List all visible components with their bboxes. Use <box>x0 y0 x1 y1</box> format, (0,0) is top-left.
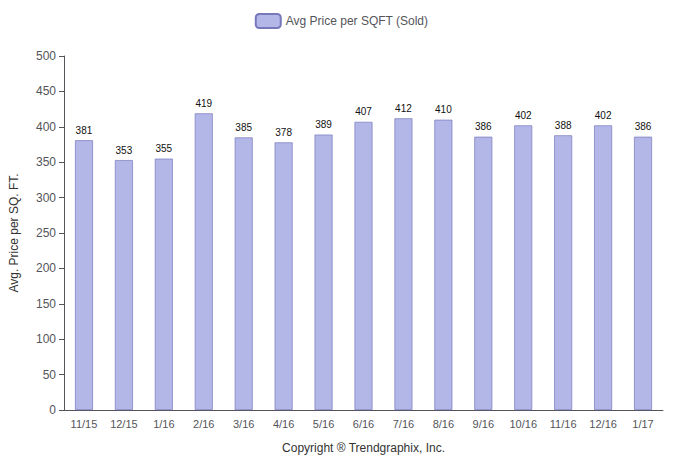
svg-text:402: 402 <box>515 110 532 121</box>
svg-text:12/15: 12/15 <box>110 418 138 430</box>
svg-text:400: 400 <box>36 120 56 134</box>
svg-text:10/16: 10/16 <box>509 418 537 430</box>
svg-text:500: 500 <box>36 49 56 63</box>
svg-text:100: 100 <box>36 332 56 346</box>
svg-text:2/16: 2/16 <box>193 418 214 430</box>
svg-text:8/16: 8/16 <box>433 418 454 430</box>
svg-text:389: 389 <box>315 119 332 130</box>
svg-text:388: 388 <box>555 120 572 131</box>
svg-text:419: 419 <box>195 98 212 109</box>
svg-text:4/16: 4/16 <box>273 418 294 430</box>
svg-text:1/17: 1/17 <box>632 418 653 430</box>
svg-text:378: 378 <box>275 127 292 138</box>
svg-text:386: 386 <box>475 121 492 132</box>
svg-text:412: 412 <box>395 103 412 114</box>
svg-text:3/16: 3/16 <box>233 418 254 430</box>
svg-text:6/16: 6/16 <box>353 418 374 430</box>
svg-text:407: 407 <box>355 106 372 117</box>
svg-text:450: 450 <box>36 84 56 98</box>
svg-text:Avg Price per SQFT (Sold): Avg Price per SQFT (Sold) <box>286 14 428 28</box>
svg-text:Copyright ® Trendgraphix, Inc.: Copyright ® Trendgraphix, Inc. <box>282 441 445 455</box>
svg-text:150: 150 <box>36 297 56 311</box>
svg-text:355: 355 <box>155 143 172 154</box>
svg-text:Avg. Price per SQ. FT.: Avg. Price per SQ. FT. <box>7 173 21 292</box>
svg-text:381: 381 <box>76 125 93 136</box>
svg-text:200: 200 <box>36 261 56 275</box>
svg-text:1/16: 1/16 <box>153 418 174 430</box>
svg-text:0: 0 <box>49 403 56 417</box>
svg-text:9/16: 9/16 <box>473 418 494 430</box>
svg-text:300: 300 <box>36 191 56 205</box>
svg-text:386: 386 <box>635 121 652 132</box>
svg-text:350: 350 <box>36 155 56 169</box>
svg-text:11/16: 11/16 <box>550 418 577 430</box>
svg-text:5/16: 5/16 <box>313 418 334 430</box>
svg-text:353: 353 <box>116 145 133 156</box>
svg-text:385: 385 <box>235 122 252 133</box>
svg-text:410: 410 <box>435 104 452 115</box>
svg-text:402: 402 <box>595 110 612 121</box>
svg-text:7/16: 7/16 <box>393 418 414 430</box>
svg-text:11/15: 11/15 <box>71 418 98 430</box>
svg-text:50: 50 <box>43 368 57 382</box>
svg-text:12/16: 12/16 <box>589 418 617 430</box>
svg-text:250: 250 <box>36 226 56 240</box>
